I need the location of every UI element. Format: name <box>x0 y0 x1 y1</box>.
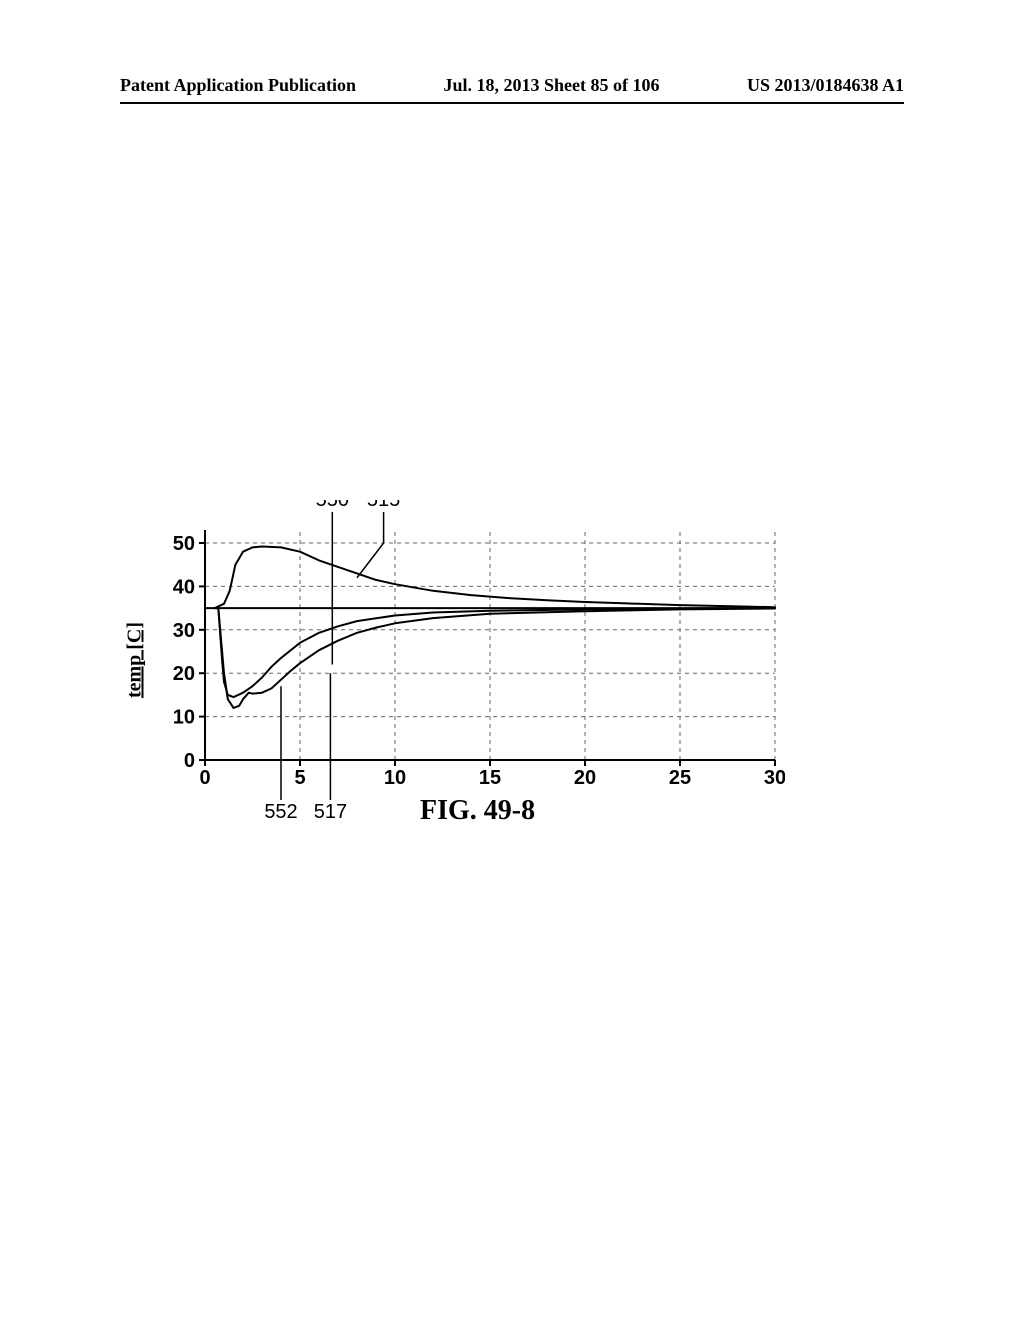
chart-svg: 0 10 20 30 40 50 0 5 10 15 20 25 30 550 515 552 517 <box>145 500 785 820</box>
page: Patent Application Publication Jul. 18, … <box>0 0 1024 1320</box>
xtick-label: 0 <box>199 767 210 789</box>
ytick-label: 30 <box>173 620 195 642</box>
ytick-label: 10 <box>173 707 195 729</box>
header-center: Jul. 18, 2013 Sheet 85 of 106 <box>444 75 660 96</box>
xtick-label: 5 <box>294 767 305 789</box>
callout-leader-diag <box>357 543 384 578</box>
y-axis-label: temp [C] <box>124 622 147 698</box>
xtick-label: 25 <box>669 767 691 789</box>
xtick-label: 20 <box>574 767 596 789</box>
page-header: Patent Application Publication Jul. 18, … <box>120 75 904 96</box>
ytick-label: 20 <box>173 663 195 685</box>
callout-label: 552 <box>264 801 297 820</box>
header-left: Patent Application Publication <box>120 75 356 96</box>
xtick-label: 30 <box>764 767 785 789</box>
figure-caption: FIG. 49-8 <box>420 795 535 827</box>
ytick-label: 50 <box>173 533 195 555</box>
series-curve-517-lower <box>215 608 776 708</box>
series-curve-515-upper <box>215 547 776 609</box>
header-right: US 2013/0184638 A1 <box>747 75 904 96</box>
xtick-label: 10 <box>384 767 406 789</box>
xtick-label: 15 <box>479 767 501 789</box>
callout-label: 515 <box>367 500 400 511</box>
callout-label: 550 <box>316 500 349 511</box>
ytick-label: 40 <box>173 576 195 598</box>
header-rule <box>120 102 904 104</box>
callout-label: 517 <box>314 801 347 820</box>
chart-container: temp [C] 0102030405005101520253055051555… <box>145 500 785 820</box>
ytick-label: 0 <box>184 750 195 772</box>
series-curve-550-mid <box>215 608 776 697</box>
